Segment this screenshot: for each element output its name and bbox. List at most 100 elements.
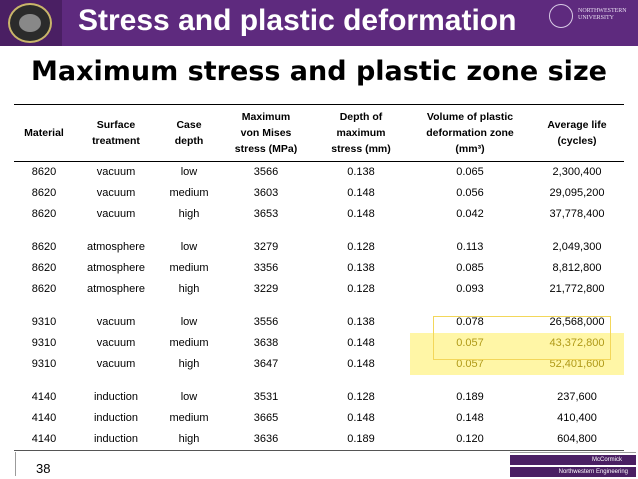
- table-cell: 2,049,300: [552, 241, 602, 253]
- table-row: 4140 induction medium 3665 0.148 0.148 410,400: [14, 408, 624, 429]
- table-row: 8620 atmosphere high 3229 0.128 0.093 21,772,8…: [14, 279, 624, 300]
- table-cell: 0.128: [347, 241, 375, 253]
- table-cell: 9310: [31, 358, 57, 370]
- table-cell: atmosphere: [86, 241, 146, 253]
- table-cell: 0.042: [456, 208, 484, 220]
- university-name: NORTHWESTERN UNIVERSITY: [578, 8, 627, 21]
- table-row: 9310 vacuum low 3556 0.138 0.078 26,568,000: [14, 312, 624, 333]
- table-row: 4140 induction low 3531 0.128 0.189 237,600: [14, 387, 624, 408]
- table-cell: high: [178, 208, 200, 220]
- table-cell: 8620: [31, 241, 57, 253]
- table-cell: 43,372,800: [530, 333, 624, 354]
- table-cell: medium: [169, 262, 209, 274]
- table-cell: 52,401,600: [530, 354, 624, 375]
- table-cell: 8620: [31, 187, 57, 199]
- table-header-row: Material Surface treatment Case depth Maxim…: [14, 104, 624, 162]
- table-cell: 3279: [253, 241, 279, 253]
- column-header: Maximum von Mises stress (MPa): [234, 111, 298, 155]
- table-cell: 0.148: [347, 208, 375, 220]
- table-cell: 0.085: [456, 262, 484, 274]
- table-cell: medium: [169, 337, 209, 349]
- table-cell: 0.057: [410, 333, 530, 354]
- table-row: 9310 vacuum medium 3638 0.148 0.057 43,372,800: [14, 333, 624, 354]
- table-cell: induction: [93, 391, 139, 403]
- table-cell: 8620: [31, 208, 57, 220]
- table-cell: 0.148: [347, 187, 375, 199]
- group-spacer: [14, 375, 624, 387]
- table-cell: 0.065: [456, 166, 484, 178]
- table-cell: low: [180, 316, 198, 328]
- table-cell: vacuum: [96, 187, 136, 199]
- page-number: 38: [36, 461, 51, 476]
- table-cell: 604,800: [557, 433, 597, 445]
- table-cell: medium: [169, 187, 209, 199]
- table-cell: induction: [93, 433, 139, 445]
- table-cell: 3647: [253, 358, 279, 370]
- table-row: 8620 vacuum high 3653 0.148 0.042 37,778,400: [14, 204, 624, 225]
- table-cell: 37,778,400: [549, 208, 605, 220]
- table-cell: 3603: [253, 187, 279, 199]
- table-cell: low: [180, 166, 198, 178]
- table-cell: 8,812,800: [552, 262, 602, 274]
- table-cell: 3229: [253, 283, 279, 295]
- table-cell: 0.148: [347, 412, 375, 424]
- table-cell: 0.148: [347, 358, 375, 370]
- table-cell: 237,600: [557, 391, 597, 403]
- table-cell: vacuum: [96, 358, 136, 370]
- table-cell: 0.189: [347, 433, 375, 445]
- table-cell: 0.056: [456, 187, 484, 199]
- table-cell: low: [180, 391, 198, 403]
- table-cell: medium: [169, 412, 209, 424]
- table-cell: 410,400: [557, 412, 597, 424]
- northwestern-engineering-logo: Northwestern Engineering: [510, 467, 636, 477]
- table-cell: 0.057: [410, 354, 530, 375]
- column-header: Volume of plastic deformation zone (mm³): [426, 111, 514, 155]
- column-header: Average life (cycles): [547, 119, 607, 147]
- footer-right-divider: [510, 452, 636, 453]
- mccormick-logo: McCormick: [510, 455, 636, 465]
- table-cell: 3636: [253, 433, 279, 445]
- column-header: Case depth: [174, 119, 204, 147]
- table-cell: atmosphere: [86, 262, 146, 274]
- table-cell: 2,300,400: [552, 166, 602, 178]
- table-cell: 0.093: [456, 283, 484, 295]
- column-header: Surface treatment: [92, 119, 140, 147]
- column-header: Depth of maximum stress (mm): [331, 111, 391, 155]
- table-row: 8620 vacuum medium 3603 0.148 0.056 29,095,200: [14, 183, 624, 204]
- results-table: Material Surface treatment Case depth Maxim…: [14, 104, 624, 451]
- table-cell: 3556: [253, 316, 279, 328]
- logo-icon: [8, 3, 52, 43]
- table-row: 9310 vacuum high 3647 0.148 0.057 52,401,600: [14, 354, 624, 375]
- table-cell: vacuum: [96, 316, 136, 328]
- table-cell: 0.138: [347, 166, 375, 178]
- table-cell: 3665: [253, 412, 279, 424]
- group-spacer: [14, 300, 624, 312]
- table-cell: 9310: [31, 337, 57, 349]
- table-cell: 29,095,200: [549, 187, 605, 199]
- footer-left-divider: [15, 452, 16, 476]
- table-cell: 4140: [31, 412, 57, 424]
- header-logo-panel: [0, 0, 62, 46]
- table-cell: 3566: [253, 166, 279, 178]
- table-cell: vacuum: [96, 166, 136, 178]
- table-cell: high: [178, 358, 200, 370]
- table-cell: 8620: [31, 283, 57, 295]
- table-cell: atmosphere: [86, 283, 146, 295]
- table-row: 8620 vacuum low 3566 0.138 0.065 2,300,400: [14, 162, 624, 184]
- table-cell: 0.128: [347, 391, 375, 403]
- table-cell: 0.148: [347, 337, 375, 349]
- group-spacer: [14, 225, 624, 237]
- table-cell: 8620: [31, 166, 57, 178]
- table-cell: 26,568,000: [549, 316, 605, 328]
- table-cell: 9310: [31, 316, 57, 328]
- table-cell: 3531: [253, 391, 279, 403]
- header-title: Stress and plastic deformation: [78, 4, 517, 37]
- table-cell: 3356: [253, 262, 279, 274]
- table-row: 8620 atmosphere low 3279 0.128 0.113 2,049,300: [14, 237, 624, 258]
- table-cell: induction: [93, 412, 139, 424]
- column-header: Material: [24, 127, 64, 139]
- table-cell: 8620: [31, 262, 57, 274]
- table-cell: 3653: [253, 208, 279, 220]
- table-cell: 4140: [31, 391, 57, 403]
- table-cell: 0.113: [456, 241, 484, 253]
